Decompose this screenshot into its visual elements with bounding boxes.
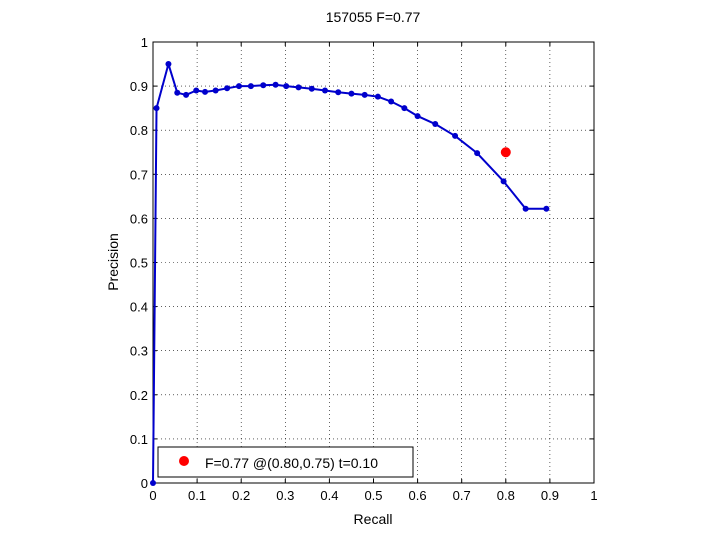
y-tick-label: 0.9 [130,79,148,94]
legend-box: F=0.77 @(0.80,0.75) t=0.10 [157,446,414,478]
best-f-point [500,147,511,158]
data-point [283,83,290,90]
data-point [543,205,550,212]
x-tick-label: 0.3 [276,488,294,503]
grid-lines [153,42,594,483]
data-point [452,132,459,139]
data-point [224,85,231,92]
series-line [152,63,547,484]
y-tick-label: 1 [141,35,148,50]
data-point [522,205,529,212]
data-point [500,178,507,185]
x-tick-label: 0 [149,488,156,503]
legend-frame [157,446,414,478]
data-point [432,121,439,128]
data-point [414,113,421,120]
data-point [474,150,481,157]
series-layer [150,61,550,486]
x-tick-label: 0.7 [453,488,471,503]
data-point [308,85,315,92]
y-axis-title: Precision [105,233,121,291]
x-tick-label: 0.5 [364,488,382,503]
y-tick-label: 0.2 [130,388,148,403]
x-tick-label: 0.8 [497,488,515,503]
y-tick-label: 0 [141,476,148,491]
data-point [401,105,408,112]
data-point [335,89,342,96]
y-tick-label: 0.7 [130,167,148,182]
data-point [321,87,328,94]
data-point [272,81,279,88]
data-point [235,83,242,90]
data-point [153,105,160,112]
x-axis-title: Recall [354,511,393,527]
x-tick-label: 0.4 [320,488,338,503]
y-tick-label: 0.5 [130,256,148,271]
data-point [183,91,190,98]
data-point [260,82,267,89]
x-tick-label: 0.9 [541,488,559,503]
axis-ticks: 0 0.1 0.2 0.3 0.4 0.5 0.6 0.7 0.8 0.9 1 0 0.1 0.2 0.3 0… [130,35,598,503]
y-tick-label: 0.8 [130,123,148,138]
data-point [212,87,219,94]
y-tick-label: 0.1 [130,432,148,447]
data-point [174,89,181,96]
data-point [348,90,355,97]
y-tick-label: 0.4 [130,300,148,315]
legend-marker [179,456,189,466]
data-point [295,84,302,91]
data-point [388,98,395,105]
data-point [150,480,156,486]
data-point [193,87,200,94]
x-tick-label: 1 [590,488,597,503]
y-tick-label: 0.6 [130,211,148,226]
data-point [361,91,368,98]
data-point [247,83,254,90]
chart-title: 157055 F=0.77 [326,9,421,25]
legend-text: F=0.77 @(0.80,0.75) t=0.10 [205,455,378,471]
y-tick-label: 0.3 [130,344,148,359]
data-point [165,61,172,68]
data-point [202,88,209,95]
x-tick-label: 0.6 [409,488,427,503]
x-tick-label: 0.2 [232,488,250,503]
data-point [374,93,381,100]
x-tick-label: 0.1 [188,488,206,503]
